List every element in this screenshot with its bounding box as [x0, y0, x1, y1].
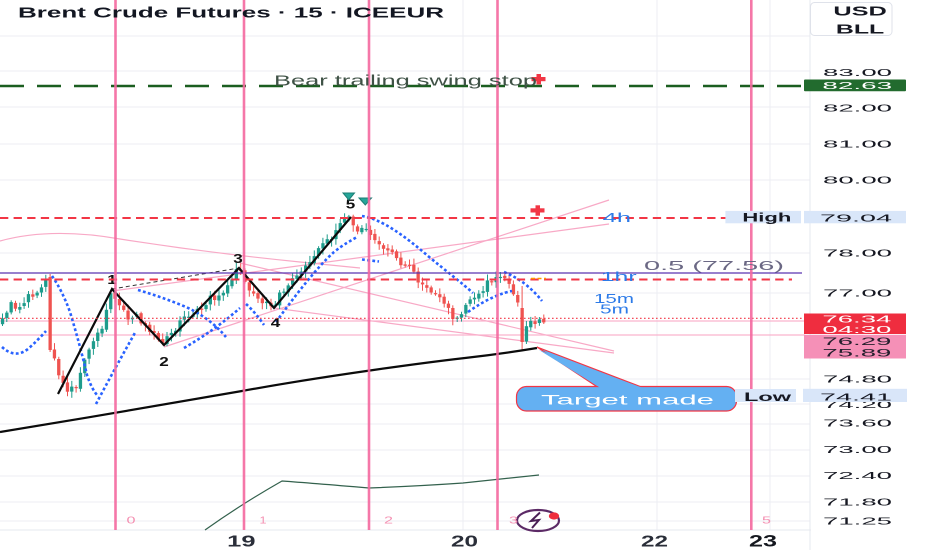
- svg-text:76.29: 76.29: [822, 336, 891, 348]
- svg-text:4: 4: [271, 315, 282, 330]
- svg-text:81.00: 81.00: [823, 139, 892, 151]
- svg-text:71.80: 71.80: [823, 497, 892, 509]
- svg-text:73.00: 73.00: [823, 444, 892, 456]
- svg-text:73.60: 73.60: [823, 418, 892, 430]
- svg-text:4h: 4h: [603, 211, 631, 225]
- svg-text:19: 19: [227, 533, 255, 550]
- svg-text:5m: 5m: [600, 303, 629, 317]
- svg-text:82.00: 82.00: [823, 102, 892, 114]
- svg-text:High: High: [742, 210, 791, 224]
- svg-text:BLL: BLL: [836, 23, 885, 37]
- svg-text:04:30: 04:30: [822, 324, 891, 336]
- svg-text:75.89: 75.89: [822, 347, 891, 359]
- svg-text:1: 1: [260, 515, 267, 527]
- svg-text:78.00: 78.00: [823, 248, 892, 260]
- svg-text:77.00: 77.00: [823, 288, 892, 300]
- svg-text:USD: USD: [833, 4, 887, 18]
- svg-text:83.00: 83.00: [823, 67, 892, 79]
- svg-text:15m: 15m: [594, 292, 634, 306]
- svg-text:2: 2: [384, 515, 393, 527]
- svg-text:74.41: 74.41: [820, 392, 892, 404]
- svg-text:72.40: 72.40: [823, 470, 892, 482]
- svg-text:3: 3: [509, 515, 518, 527]
- svg-text:3: 3: [233, 251, 243, 266]
- svg-text:Bear trailing swing stop: Bear trailing swing stop: [274, 73, 537, 90]
- svg-text:20: 20: [451, 533, 478, 550]
- svg-text:Brent Crude Futures · 15 · ICE: Brent Crude Futures · 15 · ICEEUR: [18, 5, 445, 21]
- svg-text:5: 5: [762, 515, 771, 527]
- svg-text:23: 23: [749, 533, 777, 550]
- svg-text:71.25: 71.25: [823, 516, 892, 528]
- svg-text:5: 5: [346, 197, 356, 212]
- svg-text:74.80: 74.80: [823, 373, 892, 385]
- svg-text:1hr: 1hr: [601, 270, 637, 284]
- svg-text:Low: Low: [744, 390, 792, 404]
- svg-text:Target made: Target made: [541, 393, 714, 408]
- svg-text:82.63: 82.63: [822, 80, 892, 92]
- svg-text:76.34: 76.34: [822, 314, 891, 326]
- svg-text:2: 2: [159, 354, 169, 369]
- svg-text:22: 22: [641, 533, 668, 550]
- svg-text:79.04: 79.04: [820, 212, 892, 224]
- svg-text:0: 0: [127, 515, 136, 527]
- svg-text:0.5 (77.56): 0.5 (77.56): [644, 258, 784, 273]
- svg-text:80.00: 80.00: [823, 175, 892, 187]
